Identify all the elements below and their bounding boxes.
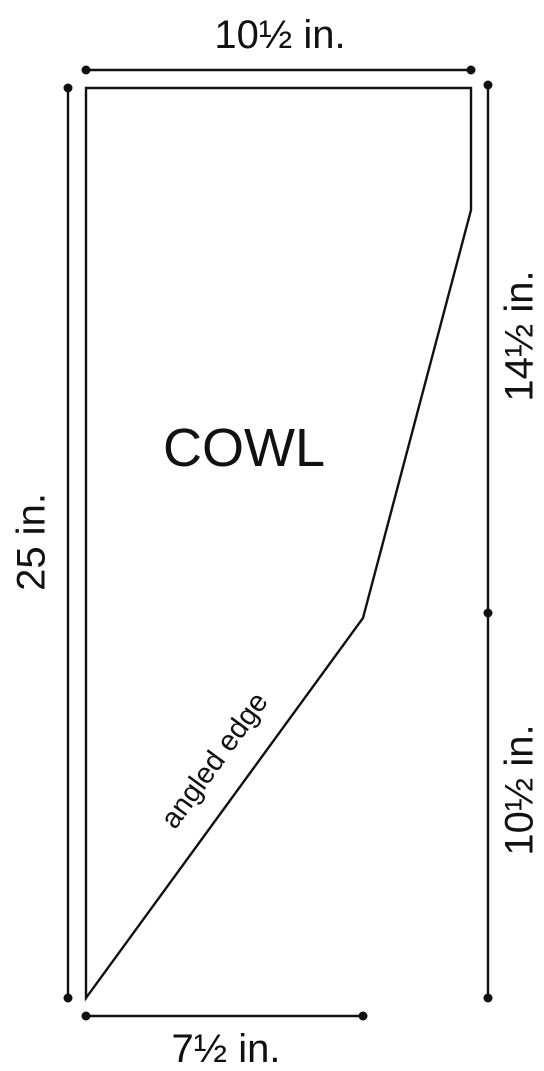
dimension-endpoint bbox=[358, 1011, 368, 1021]
bottom-dimension: 7½ in. bbox=[81, 1011, 368, 1071]
dimension-endpoint bbox=[81, 1011, 91, 1021]
dimension-endpoint bbox=[483, 608, 493, 618]
dimension-endpoint bbox=[466, 65, 476, 75]
dimension-endpoint bbox=[483, 80, 493, 90]
right-dimension: 14½ in. 10½ in. bbox=[483, 80, 542, 1003]
left-height-label: 25 in. bbox=[10, 493, 54, 591]
right-upper-label: 14½ in. bbox=[498, 270, 542, 401]
dimension-endpoint bbox=[63, 993, 73, 1003]
dimension-endpoint bbox=[483, 993, 493, 1003]
left-dimension: 25 in. bbox=[10, 83, 73, 1003]
top-dimension: 10½ in. bbox=[81, 13, 476, 75]
dimension-endpoint bbox=[81, 65, 91, 75]
cowl-outline bbox=[84, 86, 473, 1002]
cowl-title: COWL bbox=[163, 418, 325, 478]
right-lower-label: 10½ in. bbox=[498, 724, 542, 855]
dimension-endpoint bbox=[63, 83, 73, 93]
bottom-width-label: 7½ in. bbox=[172, 1027, 281, 1071]
angled-edge-label: angled edge bbox=[155, 687, 275, 835]
top-width-label: 10½ in. bbox=[214, 13, 345, 57]
